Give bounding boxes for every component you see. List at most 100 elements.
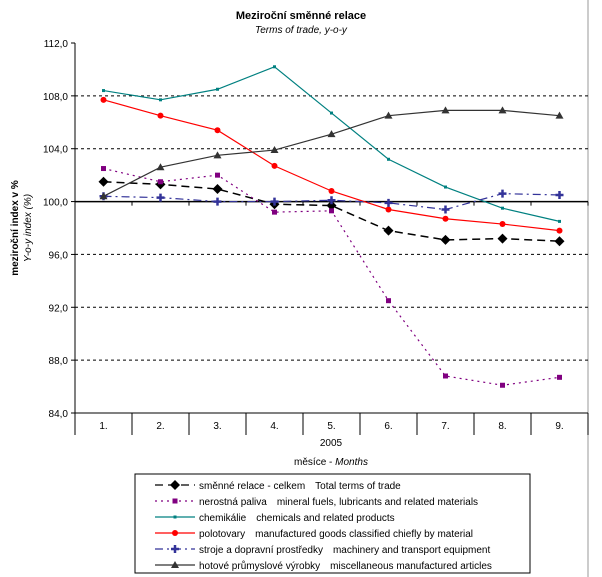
legend-label: stroje a dopravní prostředky machinery an…: [199, 545, 490, 556]
legend-marker: [173, 515, 177, 519]
data-point: [212, 184, 223, 195]
x-tick-label: 7.: [441, 421, 449, 432]
data-point: [387, 157, 390, 161]
y-tick-label: 84,0: [49, 409, 69, 420]
legend-item: polotovary manufactured goods classified …: [155, 529, 473, 540]
data-point: [498, 189, 507, 198]
data-point: [270, 146, 279, 154]
data-point: [554, 236, 565, 247]
legend-label: směnné relace - celkem Total terms of tra…: [199, 481, 401, 492]
legend-box: [134, 473, 531, 574]
data-point: [273, 65, 276, 69]
y-tick-label: 112,0: [44, 39, 69, 50]
data-point: [386, 298, 391, 304]
data-point: [501, 206, 504, 210]
x-axis-year: 2005: [320, 438, 343, 449]
y-tick-label: 104,0: [43, 145, 68, 156]
legend-label-cz: hotové průmyslové výrobky: [199, 560, 320, 572]
x-tick-label: 4.: [270, 421, 278, 432]
x-axis-label-en: Months: [335, 457, 368, 468]
data-point: [159, 98, 162, 102]
data-point: [327, 130, 336, 138]
y-axis-label-en: Y-o-y index (%): [23, 194, 34, 262]
data-point: [100, 96, 107, 103]
data-point: [441, 106, 450, 114]
series-2: [102, 65, 561, 223]
legend-label: nerostná paliva mineral fuels, lubricants…: [199, 497, 478, 508]
legend-item: chemikálie chemicals and related products: [155, 513, 395, 524]
data-point: [99, 192, 108, 200]
legend-marker: [171, 545, 179, 553]
data-point: [158, 179, 163, 185]
data-point: [271, 162, 278, 169]
data-point: [216, 87, 219, 91]
legend-label-en: machinery and transport equipment: [333, 545, 491, 556]
x-tick-label: 6.: [384, 421, 392, 432]
data-point: [214, 127, 221, 134]
data-point: [272, 209, 277, 215]
data-point: [102, 89, 105, 93]
data-point: [555, 111, 564, 119]
legend-item: směnné relace - celkem Total terms of tra…: [155, 480, 401, 492]
y-tick-label: 92,0: [49, 303, 69, 314]
x-tick-label: 9.: [555, 421, 563, 432]
data-point: [499, 221, 506, 228]
data-point: [270, 197, 279, 206]
data-point: [326, 200, 337, 211]
x-tick-label: 1.: [99, 421, 107, 432]
data-point: [497, 233, 508, 244]
y-tick-label: 88,0: [49, 356, 69, 367]
legend-item: hotové průmyslové výrobky miscellaneous m…: [155, 560, 492, 572]
legend-label-cz: polotovary: [199, 529, 245, 540]
y-tick-label: 108,0: [43, 92, 68, 103]
data-point: [98, 176, 109, 187]
series-1: [101, 166, 562, 388]
data-point: [383, 225, 394, 236]
data-point: [327, 196, 336, 205]
data-point: [442, 215, 449, 222]
legend-label-cz: chemikálie: [199, 513, 247, 524]
y-tick-label: 96,0: [49, 250, 69, 261]
legend-label-cz: nerostná paliva: [199, 497, 267, 508]
data-point: [384, 111, 393, 119]
data-point: [384, 198, 393, 207]
legend-label-en: mineral fuels, lubricants and related ma…: [277, 497, 478, 508]
legend-label: chemikálie chemicals and related products: [199, 513, 395, 524]
legend-item: stroje a dopravní prostředky machinery an…: [155, 545, 490, 556]
chart-title: Meziroční směnné relace: [236, 10, 366, 22]
x-tick-label: 8.: [498, 421, 506, 432]
legend-marker: [170, 480, 180, 490]
data-point: [215, 172, 220, 178]
data-point: [444, 185, 447, 189]
legend-label: polotovary manufactured goods classified …: [199, 529, 473, 540]
data-point: [157, 112, 164, 119]
legend-label-en: manufactured goods classified chiefly by…: [255, 529, 473, 540]
x-tick-label: 2.: [156, 421, 164, 432]
chart-subtitle: Terms of trade, y-o-y: [255, 25, 348, 36]
data-point: [329, 208, 334, 214]
legend-label-en: chemicals and related products: [256, 513, 394, 524]
data-point: [385, 206, 392, 213]
data-point: [213, 197, 222, 206]
series-line: [103, 109, 560, 197]
legend-marker: [171, 561, 179, 568]
data-point: [213, 151, 222, 159]
legend-label-cz: stroje a dopravní prostředky: [199, 545, 323, 556]
legend-item: nerostná paliva mineral fuels, lubricants…: [155, 497, 478, 508]
y-tick-label: 100,0: [43, 198, 68, 209]
series-5: [99, 106, 564, 200]
x-tick-label: 5.: [327, 421, 335, 432]
data-point: [557, 374, 562, 380]
data-point: [156, 193, 165, 202]
x-axis-label-cz: měsíce -: [294, 457, 335, 468]
legend-label-en: miscellaneous manufactured articles: [330, 561, 492, 572]
data-point: [101, 166, 106, 172]
y-axis-label: meziroční index v %: [10, 180, 21, 276]
legend-marker: [172, 530, 178, 536]
series-3: [100, 96, 563, 234]
data-point: [500, 382, 505, 388]
legend-marker: [172, 498, 178, 504]
data-point: [330, 111, 333, 115]
